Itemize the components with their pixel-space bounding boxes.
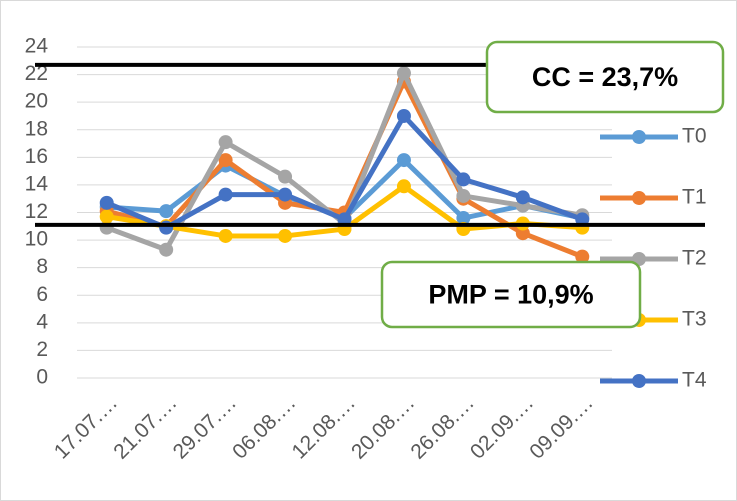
point [159, 220, 174, 235]
point [575, 249, 590, 264]
legend-marker [632, 191, 646, 205]
y-tick-label: 12 [25, 200, 48, 223]
legend-label: T1 [682, 186, 707, 209]
point [396, 108, 411, 123]
y-tick-label: 22 [25, 62, 48, 85]
point [218, 135, 233, 150]
point [278, 228, 293, 243]
point [456, 188, 471, 203]
point [396, 153, 411, 168]
annotation-box [380, 260, 642, 329]
y-tick-label: 18 [25, 117, 48, 140]
point [99, 209, 114, 224]
point [515, 190, 530, 205]
legend-marker [632, 130, 646, 144]
point [337, 212, 352, 227]
y-tick-label: 14 [25, 172, 49, 195]
point [218, 153, 233, 168]
point [218, 187, 233, 202]
point [396, 179, 411, 194]
y-tick-label: 6 [36, 283, 48, 306]
point [396, 66, 411, 81]
legend-marker [632, 374, 646, 388]
y-tick-label: 2 [36, 338, 48, 361]
legend-label: T2 [682, 247, 707, 270]
y-tick-label: 24 [25, 35, 49, 58]
y-tick-label: 16 [25, 145, 48, 168]
y-tick-label: 8 [36, 255, 48, 278]
annotation-text: PMP = 10,9% [428, 280, 593, 310]
point [515, 226, 530, 241]
point [99, 195, 114, 210]
point [159, 204, 174, 219]
y-tick-label: 20 [25, 90, 48, 113]
y-tick-label: 0 [36, 366, 48, 389]
legend-label: T3 [682, 308, 707, 331]
point [456, 172, 471, 187]
point [278, 187, 293, 202]
point [159, 242, 174, 257]
legend-label: T0 [682, 125, 707, 148]
legend-label: T4 [682, 369, 707, 392]
point [278, 169, 293, 184]
point [575, 212, 590, 227]
annotation-box [485, 40, 725, 114]
point [456, 211, 471, 226]
y-tick-label: 4 [36, 310, 48, 333]
y-tick-label: 10 [25, 228, 48, 251]
annotation-text: CC = 23,7% [532, 62, 678, 92]
point [218, 228, 233, 243]
